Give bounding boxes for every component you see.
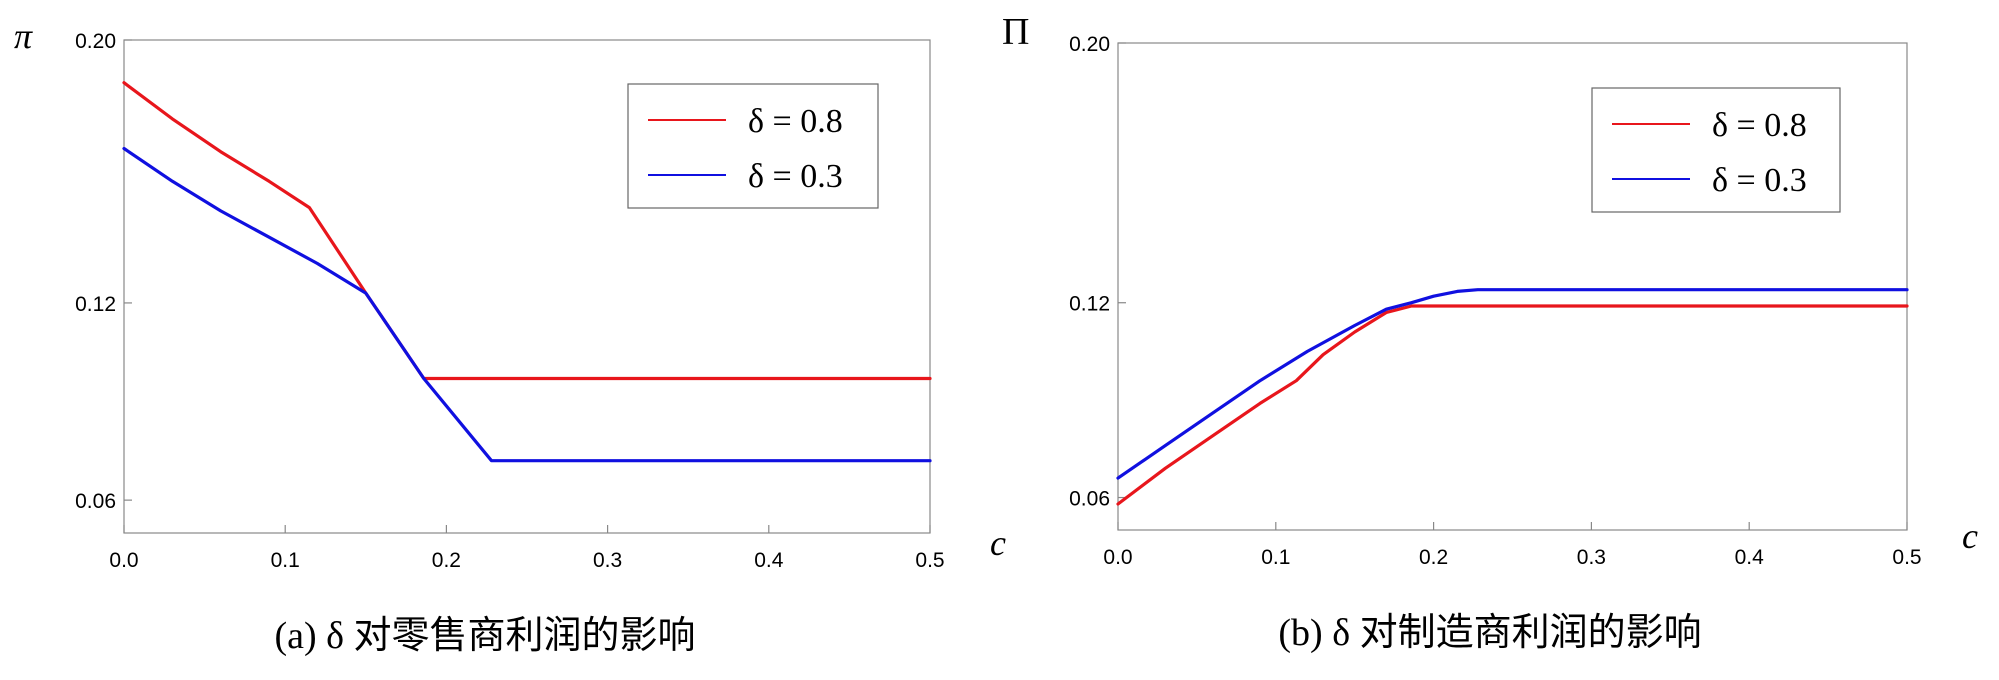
legend-box — [627, 83, 879, 209]
panel-caption: (b) δ 对制造商利润的影响 — [1278, 612, 1701, 654]
x-axis-label: c — [990, 523, 1006, 563]
x-tick-label: 0.3 — [1577, 546, 1606, 569]
legend-label: δ = 0.3 — [1712, 162, 1807, 199]
y-tick-label: 0.20 — [75, 30, 116, 53]
x-tick-label: 0.0 — [109, 549, 138, 572]
x-tick-label: 0.5 — [915, 549, 944, 572]
series-line-1 — [122, 81, 932, 381]
y-axis-label: π — [14, 16, 33, 56]
legend-label: δ = 0.3 — [748, 158, 843, 195]
legend: δ = 0.8 δ = 0.3 — [627, 83, 879, 209]
y-axis-label: Π — [1002, 11, 1029, 53]
y-tick-label: 0.20 — [1069, 33, 1110, 56]
x-tick-label: 0.4 — [1735, 546, 1765, 569]
x-tick-label: 0.2 — [432, 549, 461, 572]
x-axis-label: c — [1962, 516, 1978, 556]
x-tick-label: 0.4 — [754, 549, 784, 572]
x-tick-label: 0.3 — [593, 549, 622, 572]
plot-frame — [1117, 42, 1908, 531]
x-tick-label: 0.5 — [1892, 546, 1921, 569]
panel-caption: (a) δ 对零售商利润的影响 — [274, 615, 695, 657]
x-tick-label: 0.1 — [271, 549, 300, 572]
legend-label: δ = 0.8 — [748, 103, 843, 140]
series-line-2 — [1116, 288, 1909, 480]
y-tick-label: 0.06 — [1069, 488, 1110, 511]
series-line-1 — [1116, 304, 1909, 506]
y-tick-label: 0.06 — [75, 490, 116, 513]
series-line-2 — [122, 146, 932, 463]
x-tick-label: 0.1 — [1261, 546, 1290, 569]
x-tick-label: 0.0 — [1103, 546, 1132, 569]
y-tick-label: 0.12 — [75, 293, 116, 316]
legend-box — [1591, 87, 1841, 213]
legend: δ = 0.8 δ = 0.3 — [1591, 87, 1841, 213]
x-tick-label: 0.2 — [1419, 546, 1448, 569]
legend-label: δ = 0.8 — [1712, 107, 1807, 144]
plot-frame — [123, 39, 931, 534]
y-tick-label: 0.12 — [1069, 293, 1110, 316]
